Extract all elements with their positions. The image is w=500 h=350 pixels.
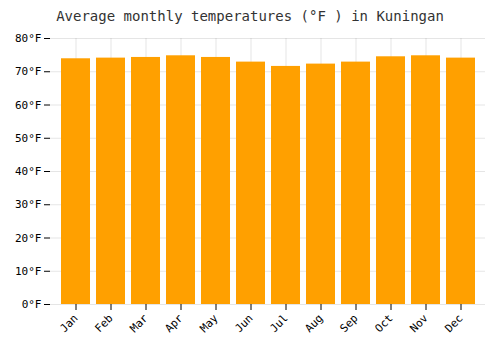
svg-text:Aug: Aug — [302, 312, 325, 335]
svg-text:Dec: Dec — [442, 312, 465, 335]
svg-text:40°F: 40°F — [15, 165, 42, 178]
svg-text:Jul: Jul — [267, 312, 290, 335]
svg-text:Jan: Jan — [57, 312, 80, 335]
html-text:Average monthly temperatures (: Average monthly temperatures (°F ) in Ku… — [56, 8, 444, 24]
svg-text:80°F: 80°F — [15, 32, 42, 45]
svg-text:Mar: Mar — [127, 311, 151, 335]
svg-text:Sep: Sep — [337, 312, 360, 335]
svg-text:Feb: Feb — [92, 312, 115, 335]
svg-text:0°F: 0°F — [22, 298, 42, 311]
svg-text:30°F: 30°F — [15, 198, 42, 211]
svg-text:70°F: 70°F — [15, 65, 42, 78]
svg-text:Apr: Apr — [162, 311, 186, 335]
svg-text:May: May — [197, 311, 221, 335]
svg-text:Nov: Nov — [407, 311, 431, 335]
svg-text:10°F: 10°F — [15, 265, 42, 278]
svg-text:Oct: Oct — [372, 312, 395, 335]
svg-text:60°F: 60°F — [15, 99, 42, 112]
svg-text:Jun: Jun — [232, 312, 255, 335]
svg-text:50°F: 50°F — [15, 132, 42, 145]
svg-text:20°F: 20°F — [15, 232, 42, 245]
